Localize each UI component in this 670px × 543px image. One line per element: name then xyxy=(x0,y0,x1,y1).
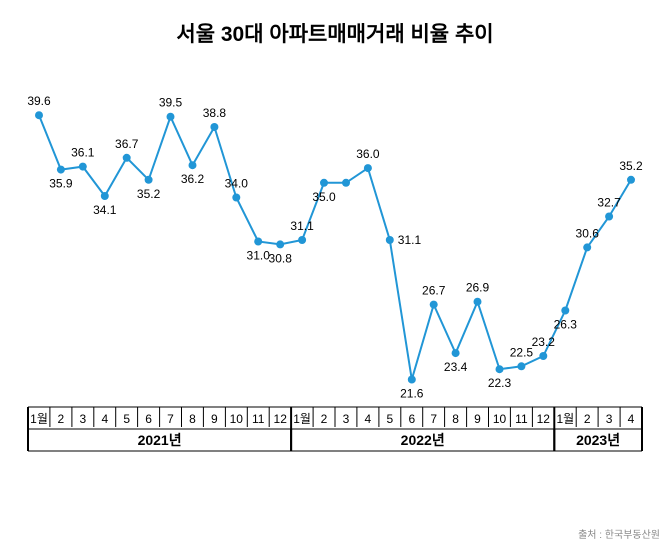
value-label: 31.1 xyxy=(398,233,422,247)
month-label: 9 xyxy=(211,412,218,426)
month-label: 3 xyxy=(79,412,86,426)
value-label: 31.0 xyxy=(247,249,271,263)
data-point xyxy=(232,194,240,202)
data-point xyxy=(452,349,460,357)
value-label: 35.0 xyxy=(312,190,336,204)
month-label: 1월 xyxy=(556,412,574,426)
month-label: 2 xyxy=(584,412,591,426)
data-point xyxy=(474,298,482,306)
month-label: 3 xyxy=(606,412,613,426)
value-label: 30.6 xyxy=(576,226,600,240)
month-label: 2 xyxy=(58,412,65,426)
data-point xyxy=(123,154,131,162)
month-label: 1월 xyxy=(293,412,311,426)
month-label: 3 xyxy=(343,412,350,426)
plot-area: 39.6 35.9 36.1 34.1 36.7 35.2 39.5 36.2 38.8 34.0… xyxy=(18,55,652,463)
data-point xyxy=(210,123,218,131)
data-point xyxy=(254,238,262,246)
data-point xyxy=(430,301,438,309)
data-point xyxy=(342,179,350,187)
value-label: 23.4 xyxy=(444,360,468,374)
value-label: 39.6 xyxy=(27,94,51,108)
value-label: 35.2 xyxy=(137,187,161,201)
data-point xyxy=(561,307,569,315)
month-label: 8 xyxy=(189,412,196,426)
month-label: 4 xyxy=(365,412,372,426)
data-point xyxy=(298,236,306,244)
data-point xyxy=(408,376,416,384)
month-label: 2 xyxy=(321,412,328,426)
month-label: 10 xyxy=(230,412,244,426)
data-point xyxy=(320,179,328,187)
value-label: 32.7 xyxy=(597,196,621,210)
month-label: 4 xyxy=(101,412,108,426)
month-label: 12 xyxy=(537,412,551,426)
month-label: 6 xyxy=(145,412,152,426)
data-point xyxy=(386,236,394,244)
data-point xyxy=(276,240,284,248)
data-point xyxy=(496,365,504,373)
month-label: 1월 xyxy=(30,412,48,426)
value-label: 35.2 xyxy=(619,159,643,173)
value-label: 34.0 xyxy=(225,177,249,191)
month-label: 12 xyxy=(274,412,288,426)
data-point xyxy=(539,352,547,360)
month-label: 5 xyxy=(123,412,130,426)
month-label: 9 xyxy=(474,412,481,426)
value-label: 30.8 xyxy=(269,251,293,265)
month-label: 8 xyxy=(452,412,459,426)
data-point xyxy=(364,164,372,172)
month-label: 10 xyxy=(493,412,507,426)
data-point xyxy=(189,161,197,169)
data-point xyxy=(627,176,635,184)
month-label: 7 xyxy=(167,412,174,426)
value-label: 31.1 xyxy=(290,219,314,233)
value-label: 21.6 xyxy=(400,387,424,401)
value-label: 35.9 xyxy=(49,177,73,191)
value-label: 26.7 xyxy=(422,284,446,298)
value-label: 26.9 xyxy=(466,281,490,295)
month-label: 11 xyxy=(515,412,528,426)
data-point xyxy=(167,113,175,121)
month-label: 6 xyxy=(408,412,415,426)
chart-title: 서울 30대 아파트매매거래 비율 추이 xyxy=(0,0,670,58)
value-label: 36.2 xyxy=(181,172,205,186)
value-label: 36.1 xyxy=(71,146,95,160)
month-label: 4 xyxy=(628,412,635,426)
chart-source: 출처 : 한국부동산원 xyxy=(578,526,660,541)
value-label: 26.3 xyxy=(554,318,578,332)
data-point xyxy=(79,163,87,171)
chart-container: 서울 30대 아파트매매거래 비율 추이 39.6 35.9 36.1 34.1 36.… xyxy=(0,0,670,543)
line-chart-svg: 39.6 35.9 36.1 34.1 36.7 35.2 39.5 36.2 38.8 34.0… xyxy=(18,55,652,463)
month-label: 7 xyxy=(430,412,437,426)
value-label: 36.7 xyxy=(115,137,139,151)
value-label: 22.3 xyxy=(488,376,512,390)
data-point xyxy=(101,192,109,200)
year-label: 2023년 xyxy=(576,432,620,448)
year-label: 2022년 xyxy=(401,432,445,448)
data-point xyxy=(583,243,591,251)
data-point xyxy=(605,213,613,221)
year-label: 2021년 xyxy=(138,432,182,448)
value-label: 22.5 xyxy=(510,345,534,359)
value-label: 39.5 xyxy=(159,96,183,110)
data-point xyxy=(517,362,525,370)
month-label: 5 xyxy=(386,412,393,426)
value-label: 23.2 xyxy=(532,335,556,349)
value-label: 36.0 xyxy=(356,147,380,161)
data-point xyxy=(35,111,43,119)
data-point xyxy=(145,176,153,184)
value-label: 38.8 xyxy=(203,106,227,120)
data-point xyxy=(57,166,65,174)
value-label: 34.1 xyxy=(93,203,117,217)
month-label: 11 xyxy=(252,412,265,426)
